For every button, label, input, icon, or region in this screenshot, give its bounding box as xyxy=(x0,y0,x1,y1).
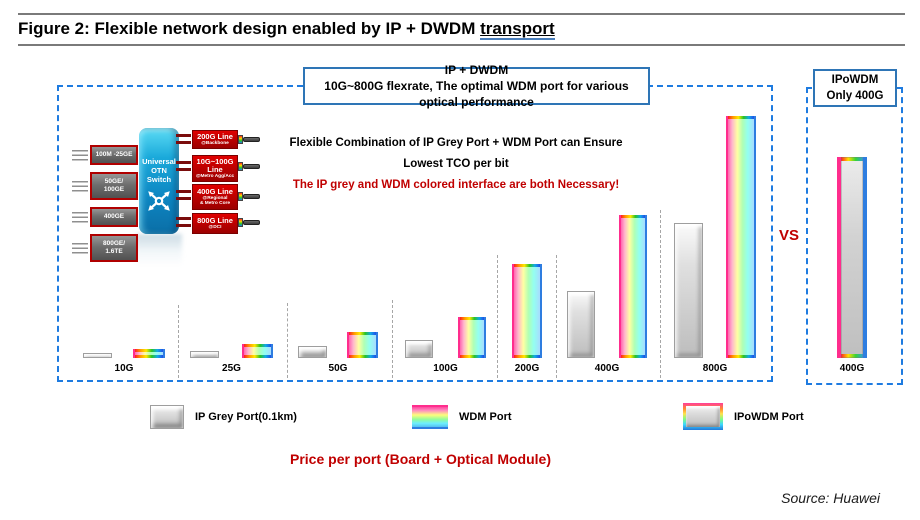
client-cables-icon xyxy=(72,212,88,223)
category-label-800G: 800G xyxy=(702,363,728,374)
note-block: Flexible Combination of IP Grey Port + W… xyxy=(258,137,654,200)
bar-wdm-50G xyxy=(347,332,378,358)
line-box-800g-sub: @DCI xyxy=(208,224,222,230)
bar-wdm-25G xyxy=(242,344,273,358)
category-separator xyxy=(556,255,557,378)
line-box-10g-100g-sub: @Metro Agg/Acc xyxy=(195,173,235,179)
category-label-25G: 25G xyxy=(222,363,241,374)
fiber-cable-icon xyxy=(243,194,260,199)
client-box-100m-25ge: 100M -25GE xyxy=(90,145,138,165)
bar-wdm-800G xyxy=(726,116,756,358)
line-box-400g: 400G Line @Regional & Metro Core xyxy=(192,184,238,210)
line-box-200g: 200G Line @Backbone xyxy=(192,130,238,149)
bar-ip-grey-100G xyxy=(405,340,433,358)
legend-item-ipowdm-port: IPoWDM Port xyxy=(683,403,804,430)
line-box-10g-100g-label: 10G~100G Line xyxy=(196,156,234,174)
connector-stub xyxy=(176,168,191,171)
bar-wdm-10G xyxy=(133,349,165,358)
line-box-10g-100g: 10G~100G Line @Metro Agg/Acc xyxy=(192,155,238,182)
connector-stub xyxy=(176,141,191,144)
switch-fabric-icon xyxy=(148,191,170,211)
category-label-100G: 100G xyxy=(433,363,458,374)
legend-item-ip-grey-port: IP Grey Port(0.1km) xyxy=(150,405,297,429)
bar-wdm-400G xyxy=(619,215,647,358)
ipowdm-header-line1: IPoWDM xyxy=(831,74,879,86)
fiber-cable-icon xyxy=(243,137,260,142)
line-box-800g-label: 800G Line xyxy=(197,215,233,225)
otn-switch-label: Universal OTN Switch xyxy=(142,157,176,184)
category-label-200G: 200G xyxy=(514,363,540,374)
category-separator xyxy=(392,300,393,378)
note-line3-red: The IP grey and WDM colored interface ar… xyxy=(292,179,620,191)
legend-swatch-ipowdm-icon xyxy=(683,403,723,430)
category-separator xyxy=(287,303,288,378)
client-cables-icon xyxy=(72,150,88,161)
legend-label-ipowdm-port: IPoWDM Port xyxy=(734,410,804,423)
legend-label-ip-grey-port: IP Grey Port(0.1km) xyxy=(195,411,297,423)
ip-dwdm-header-line2: 10G~800G flexrate, The optimal WDM port … xyxy=(324,79,629,109)
switch-shadow xyxy=(136,234,182,266)
figure-title-underlined-word: transport xyxy=(480,19,555,40)
legend-swatch-wdm-icon xyxy=(412,405,448,429)
line-box-800g: 800G Line @DCI xyxy=(192,213,238,234)
category-separator xyxy=(660,210,661,378)
client-box-400ge: 400GE xyxy=(90,207,138,227)
bar-ip-grey-25G xyxy=(190,351,219,358)
line-box-400g-label: 400G Line xyxy=(197,186,233,196)
connector-stub xyxy=(176,190,191,193)
bar-ip-grey-10G xyxy=(83,353,112,358)
category-label-50G: 50G xyxy=(328,363,348,374)
category-label-10G: 10G xyxy=(114,363,134,374)
category-label-400G: 400G xyxy=(594,363,620,374)
legend-item-wdm-port: WDM Port xyxy=(412,405,512,429)
bar-wdm-100G xyxy=(458,317,486,358)
universal-otn-switch: Universal OTN Switch xyxy=(139,128,179,234)
wdm-plug-icon xyxy=(238,135,243,144)
connector-stub xyxy=(176,161,191,164)
note-line2: Lowest TCO per bit xyxy=(403,158,509,170)
title-rule-top xyxy=(18,13,905,15)
legend-swatch-grey-icon xyxy=(150,405,184,429)
category-separator xyxy=(497,255,498,378)
bar-ipowdm-400G xyxy=(837,157,867,358)
ipowdm-header-line2: Only 400G xyxy=(826,90,884,102)
fiber-cable-icon xyxy=(243,164,260,169)
bar-wdm-200G xyxy=(512,264,542,358)
vs-label: VS xyxy=(779,227,800,244)
fiber-cable-icon xyxy=(243,220,260,225)
bar-ip-grey-400G xyxy=(567,291,595,358)
figure-title-text: Figure 2: Flexible network design enable… xyxy=(18,19,481,38)
client-box-50ge-100ge: 50GE/ 100GE xyxy=(90,172,138,200)
line-box-200g-label: 200G Line xyxy=(197,131,233,141)
category-label-right-400G: 400G xyxy=(839,363,865,374)
ip-dwdm-panel-header: IP + DWDM 10G~800G flexrate, The optimal… xyxy=(303,63,650,109)
line-box-200g-sub: @Backbone xyxy=(201,140,229,146)
source-credit: Source: Huawei xyxy=(781,490,880,506)
legend-label-wdm-port: WDM Port xyxy=(459,411,512,423)
connector-stub xyxy=(176,197,191,200)
connector-stub xyxy=(176,217,191,220)
bar-ip-grey-50G xyxy=(298,346,327,358)
bar-ip-grey-800G xyxy=(674,223,703,358)
note-line1: Flexible Combination of IP Grey Port + W… xyxy=(289,137,623,149)
legend-swatch-ipowdm-inner xyxy=(686,406,720,427)
ipowdm-panel-header: IPoWDM Only 400G xyxy=(813,69,897,107)
wdm-plug-icon xyxy=(238,218,243,227)
ip-dwdm-header-line1: IP + DWDM xyxy=(444,63,509,77)
connector-stub xyxy=(176,224,191,227)
wdm-plug-icon xyxy=(238,162,243,171)
connector-stub xyxy=(176,134,191,137)
category-separator xyxy=(178,305,179,378)
client-cables-icon xyxy=(72,243,88,254)
client-box-800ge-1.6te: 800GE/ 1.6TE xyxy=(90,234,138,262)
price-caption: Price per port (Board + Optical Module) xyxy=(290,451,551,467)
wdm-plug-icon xyxy=(238,192,243,201)
line-box-400g-sub: @Regional & Metro Core xyxy=(199,195,231,207)
figure-title: Figure 2: Flexible network design enable… xyxy=(18,19,555,40)
client-cables-icon xyxy=(72,181,88,192)
title-rule-bottom xyxy=(18,44,905,46)
